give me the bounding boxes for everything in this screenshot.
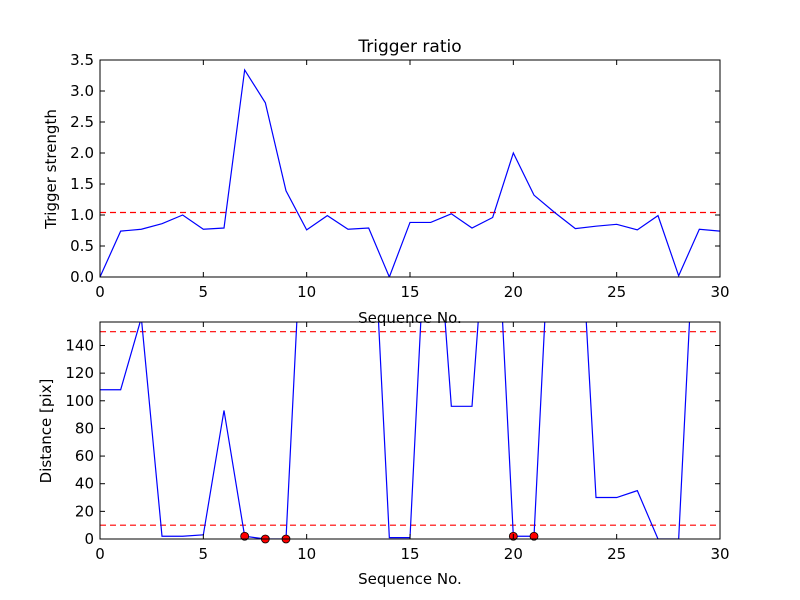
y-tick-label: 0.0 [70,268,94,286]
y-tick-label: 100 [65,392,94,410]
y-tick-label: 2.0 [70,144,94,162]
y-tick-label: 20 [75,502,94,520]
y-tick-label: 2.5 [70,113,94,131]
x-tick-label: 10 [297,283,316,301]
x-tick-label: 25 [607,283,626,301]
y-tick-label: 3.0 [70,82,94,100]
chart-title: Trigger ratio [357,37,461,57]
y-axis-label: Distance [pix] [37,379,55,484]
x-tick-label: 25 [607,545,626,563]
x-tick-label: 5 [199,545,209,563]
y-tick-label: 0.5 [70,237,94,255]
y-tick-label: 3.5 [70,51,94,69]
y-tick-label: 120 [65,364,94,382]
marker-point [240,531,250,541]
marker-point [529,531,539,541]
x-tick-label: 20 [504,283,523,301]
y-tick-label: 1.0 [70,206,94,224]
x-tick-label: 15 [400,545,419,563]
y-tick-label: 140 [65,336,94,354]
x-tick-label: 30 [710,283,729,301]
x-tick-label: 10 [297,545,316,563]
x-axis-label: Sequence No. [358,570,462,588]
y-tick-label: 60 [75,447,94,465]
distance-chart: Sequence No. Distance [pix] 0 5 10 15 20 25 30… [37,321,730,588]
y-tick-label: 80 [75,419,94,437]
x-tick-label: 0 [95,545,105,563]
series-line-0 [100,68,720,277]
x-tick-label: 30 [710,545,729,563]
y-tick-label: 40 [75,475,94,493]
x-tick-label: 5 [199,283,209,301]
y-tick-label: 0 [84,530,94,548]
y-tick-label: 1.5 [70,175,94,193]
trigger-ratio-chart: Trigger ratio Sequence No. Trigger stren… [42,37,730,327]
x-tick-label: 0 [95,283,105,301]
x-tick-label: 20 [504,545,523,563]
y-axis-label: Trigger strength [42,109,60,230]
x-tick-label: 15 [400,283,419,301]
